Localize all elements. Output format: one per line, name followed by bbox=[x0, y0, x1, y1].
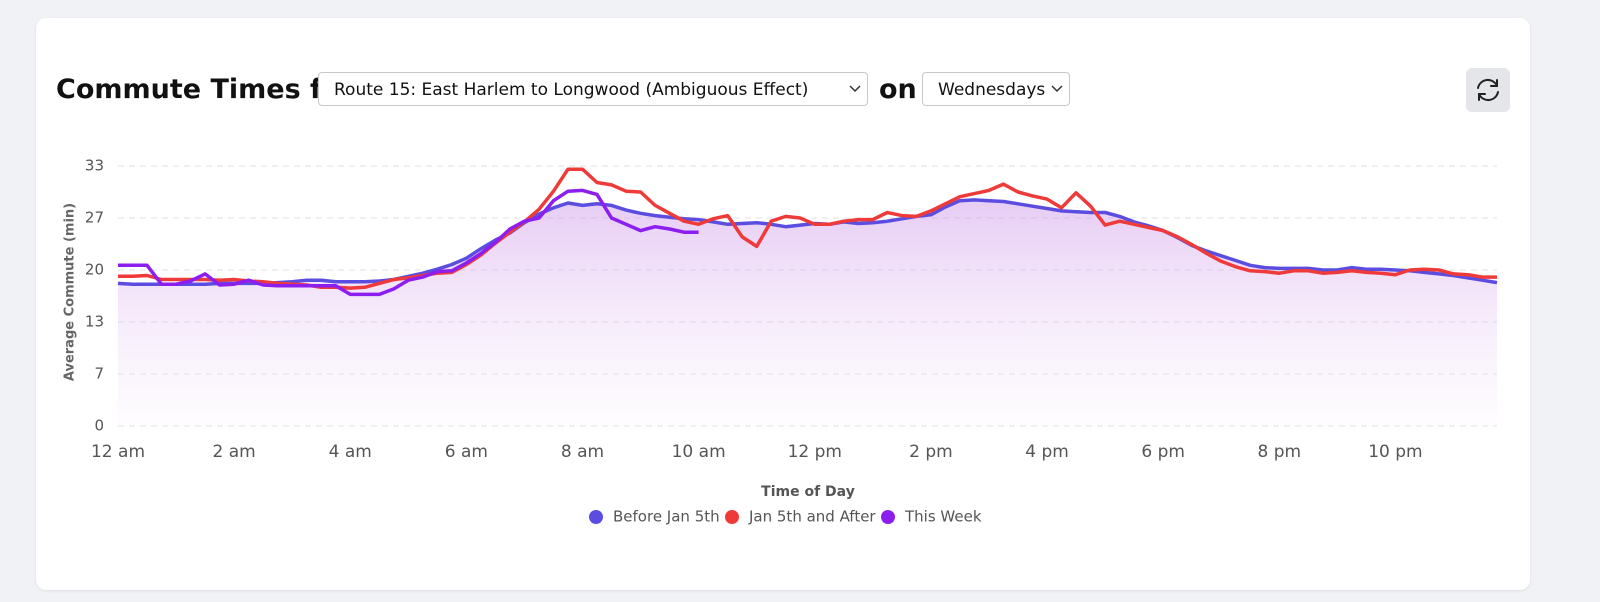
legend-swatch bbox=[725, 510, 739, 524]
legend-swatch bbox=[589, 510, 603, 524]
series-line bbox=[118, 188, 699, 297]
x-axis-title: Time of Day bbox=[761, 484, 855, 500]
legend-label: Jan 5th and After bbox=[748, 508, 876, 526]
title: Commute Times for bbox=[56, 74, 354, 105]
x-tick-label: 10 pm bbox=[1368, 442, 1422, 462]
legend: Before Jan 5th Jan 5th and After This Week bbox=[589, 508, 982, 526]
refresh-icon bbox=[1477, 78, 1499, 102]
x-tick-label: 4 pm bbox=[1025, 442, 1069, 462]
chevron bbox=[849, 85, 861, 93]
legend-swatch bbox=[881, 510, 895, 524]
series-line bbox=[117, 198, 1498, 286]
route-value: Route 15: East Harlem to Longwood (Ambig… bbox=[334, 80, 809, 100]
x-tick-label: 2 pm bbox=[909, 442, 953, 462]
legend-label: This Week bbox=[904, 508, 982, 526]
y-tick-label: 7 bbox=[94, 365, 104, 383]
x-tick-label: 12 pm bbox=[788, 442, 842, 462]
route-select[interactable]: Route 15: East Harlem to Longwood (Ambig… bbox=[318, 72, 868, 106]
day-select[interactable]: Wednesdays bbox=[922, 72, 1070, 106]
x-tick-label: 6 am bbox=[445, 442, 488, 462]
on-label: on bbox=[879, 74, 917, 105]
series-line bbox=[118, 167, 1497, 290]
x-tick-label: 8 pm bbox=[1257, 442, 1301, 462]
y-tick-label: 27 bbox=[85, 209, 104, 227]
y-tick-label: 20 bbox=[85, 261, 104, 279]
legend-label: Before Jan 5th bbox=[613, 508, 720, 526]
y-axis-title: Average Commute (min) bbox=[63, 203, 78, 381]
y-tick-label: 13 bbox=[85, 313, 104, 331]
y-tick-label: 0 bbox=[94, 417, 104, 435]
x-tick-label: 12 am bbox=[91, 442, 145, 462]
x-tick-label: 6 pm bbox=[1141, 442, 1185, 462]
x-tick-label: 2 am bbox=[213, 442, 256, 462]
refresh-button[interactable] bbox=[1466, 68, 1510, 112]
x-tick-label: 4 am bbox=[329, 442, 372, 462]
x-tick-label: 8 am bbox=[561, 442, 604, 462]
area bbox=[118, 199, 1497, 426]
x-tick-label: 10 am bbox=[672, 442, 726, 462]
chevron bbox=[1051, 85, 1063, 93]
y-tick-label: 33 bbox=[85, 157, 104, 175]
day-value: Wednesdays bbox=[938, 80, 1046, 100]
